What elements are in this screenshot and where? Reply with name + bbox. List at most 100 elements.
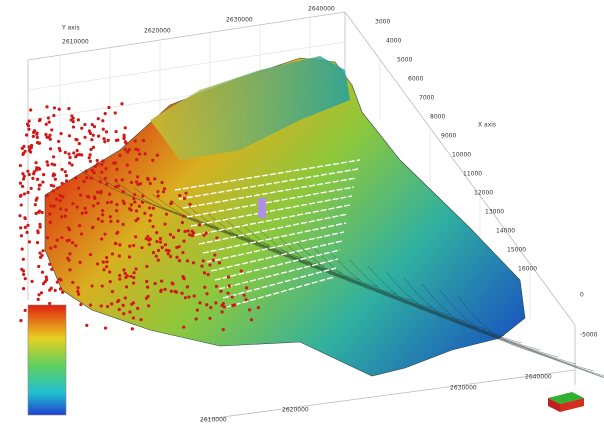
well-dot <box>136 182 140 186</box>
survey-line <box>214 249 341 281</box>
well-dot <box>48 133 52 137</box>
well-dot <box>103 232 107 236</box>
well-dot <box>38 117 42 122</box>
well-dot <box>71 202 75 206</box>
well-dot <box>125 163 129 167</box>
tick-label: 8000 <box>430 114 445 121</box>
tick-label: 2630000 <box>450 385 477 392</box>
well-dot <box>26 190 30 195</box>
well-dot <box>75 149 79 153</box>
well-dot <box>100 219 104 223</box>
well-dot <box>37 187 41 191</box>
tick-label: 2640000 <box>308 6 335 13</box>
well-dot <box>63 170 67 174</box>
well-dot <box>47 120 51 124</box>
well-dot <box>68 252 72 256</box>
well-dot <box>36 297 40 301</box>
well-dot <box>48 262 52 266</box>
well-dot <box>33 203 37 207</box>
well-dot <box>71 280 75 284</box>
tick-label: 2620000 <box>282 407 309 414</box>
well-dot <box>174 290 179 294</box>
well-dot <box>95 158 99 163</box>
well-dot <box>124 141 128 145</box>
wells <box>18 102 261 332</box>
well-dot <box>35 241 40 245</box>
well-dot <box>79 232 84 236</box>
well-dot <box>123 296 127 300</box>
well-dot <box>101 209 105 213</box>
tick-label: 2630000 <box>226 17 253 24</box>
well-dot <box>134 180 139 184</box>
well-dot <box>190 234 194 238</box>
well-dot <box>217 261 222 265</box>
survey-line <box>202 222 347 254</box>
well-dot <box>156 194 160 198</box>
well-dot <box>162 187 167 191</box>
well-dot <box>110 290 114 294</box>
well-dot <box>22 272 26 276</box>
well-dot <box>35 177 40 181</box>
well-dot <box>27 127 31 131</box>
well-dot <box>67 152 71 156</box>
well-dot <box>247 308 252 312</box>
well-dot <box>239 269 243 273</box>
well-dot <box>122 312 126 316</box>
well-dot <box>60 215 64 219</box>
well-dot <box>25 230 29 234</box>
well-dot <box>89 176 93 180</box>
well-dot <box>18 194 22 198</box>
well-dot <box>215 236 219 240</box>
well-dot <box>164 248 169 252</box>
well-dot <box>50 267 54 271</box>
well-dot <box>230 295 234 299</box>
well-dot <box>187 295 191 299</box>
survey-line <box>178 168 359 200</box>
well-dot <box>131 316 136 320</box>
well-dot <box>52 155 56 159</box>
well-dot <box>125 274 129 278</box>
well-dot <box>242 293 246 297</box>
well-dot <box>72 151 76 155</box>
well-dot <box>75 205 79 209</box>
well-dot <box>21 269 26 273</box>
well-dot <box>58 287 63 291</box>
well-dot <box>128 170 132 174</box>
well-dot <box>110 252 115 256</box>
well-dot <box>128 207 132 211</box>
well-marker <box>258 198 266 218</box>
well-dot <box>205 292 209 296</box>
well-dot <box>85 323 89 327</box>
well-dot <box>89 147 93 152</box>
well-dot <box>148 237 152 241</box>
tick-label: 4000 <box>386 38 401 45</box>
well-dot <box>23 149 27 153</box>
well-dot <box>68 155 72 160</box>
well-dot <box>68 268 72 272</box>
well-dot <box>92 125 97 129</box>
well-dot <box>53 288 57 293</box>
well-dot <box>133 200 137 204</box>
well-dot <box>144 237 148 241</box>
tick-label: 11000 <box>463 171 482 178</box>
well-dot <box>155 230 159 235</box>
survey-line <box>218 258 339 290</box>
well-dot <box>37 293 41 297</box>
well-dot <box>102 137 106 141</box>
well-dot <box>36 231 40 235</box>
well-dot <box>158 236 163 241</box>
well-dot <box>163 287 167 292</box>
well-dot <box>79 302 83 307</box>
well-dot <box>40 270 45 274</box>
well-dot <box>176 228 181 233</box>
well-dot <box>19 234 24 238</box>
well-dot <box>101 127 105 131</box>
well-dot <box>90 123 94 127</box>
well-dot <box>159 289 163 294</box>
well-dot <box>143 211 147 215</box>
well-dot <box>220 310 224 314</box>
well-dot <box>43 280 47 284</box>
well-dot <box>116 184 120 188</box>
well-dot <box>155 239 159 244</box>
